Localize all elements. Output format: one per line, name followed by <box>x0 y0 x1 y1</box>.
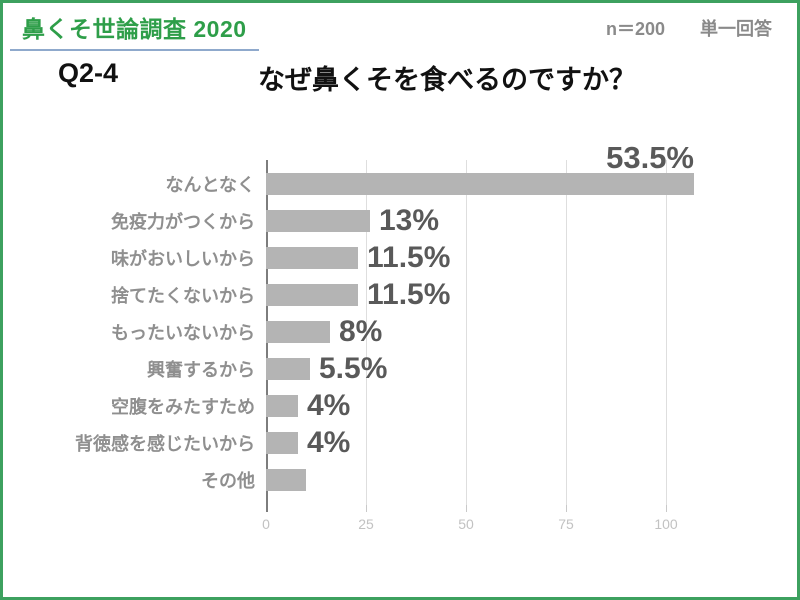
question-text: なぜ鼻くそを食べるのですか？ <box>258 65 636 95</box>
chart-row: もったいないから 8% <box>0 313 800 350</box>
sample-size-label: n＝200 <box>605 19 665 39</box>
bar <box>266 283 358 306</box>
chart-row: その他 <box>0 461 800 498</box>
tick-mark <box>266 505 268 512</box>
question-number: Q2-4 <box>58 58 119 88</box>
question-block: Q2-4 なぜ鼻くそを食べるのですか？ <box>0 58 800 98</box>
answer-type-label: 単一回答 <box>700 19 772 39</box>
bar <box>266 320 330 343</box>
survey-meta: n＝200 単一回答 <box>606 15 772 41</box>
tick-mark <box>366 505 367 512</box>
category-label: 免疫力がつくから <box>111 211 255 232</box>
tick-label: 50 <box>458 516 474 532</box>
value-label: 4% <box>307 425 351 459</box>
chart-row: なんとなく 53.5% <box>0 142 800 202</box>
bar-track: 13% <box>266 202 800 239</box>
category-label: なんとなく <box>165 174 255 195</box>
value-label: 11.5% <box>367 240 451 274</box>
chart-row: 捨てたくないから 11.5% <box>0 276 800 313</box>
category-label: もったいないから <box>111 322 255 343</box>
gridline <box>566 160 567 505</box>
gridline <box>366 160 367 505</box>
bar <box>266 431 298 454</box>
value-label: 53.5% <box>606 140 694 175</box>
chart-row: 背徳感を感じたいから 4% <box>0 424 800 461</box>
bar-track <box>266 461 800 498</box>
category-label: 味がおいしいから <box>111 248 255 269</box>
value-label: 8% <box>339 314 383 348</box>
value-label: 5.5% <box>319 351 388 385</box>
category-label: 空腹をみたすため <box>111 396 255 417</box>
tick-mark <box>666 505 667 512</box>
bar <box>266 468 306 491</box>
chart-row: 空腹をみたすため 4% <box>0 387 800 424</box>
tick-label: 75 <box>558 516 574 532</box>
bar <box>266 209 370 232</box>
bar-track: 4% <box>266 424 800 461</box>
category-label: その他 <box>201 470 255 491</box>
tick-mark <box>566 505 567 512</box>
value-label: 13% <box>379 203 440 237</box>
category-label: 捨てたくないから <box>111 285 255 306</box>
tick-mark <box>466 505 467 512</box>
bar <box>266 246 358 269</box>
bar-track: 5.5% <box>266 350 800 387</box>
chart-row: 興奮するから 5.5% <box>0 350 800 387</box>
bar <box>266 357 310 380</box>
bar-track: 53.5% <box>266 142 800 202</box>
page-title: 鼻くそ世論調査 2020 <box>10 10 259 51</box>
bar <box>266 172 694 195</box>
gridline <box>666 160 667 505</box>
category-label: 興奮するから <box>147 359 255 380</box>
chart-row: 免疫力がつくから 13% <box>0 202 800 239</box>
chart-rows: なんとなく 53.5% 免疫力がつくから 13% 味がおいしいから 11.5% 捨てたくない… <box>0 142 800 498</box>
category-label: 背徳感を感じたいから <box>75 433 255 454</box>
bar-track: 11.5% <box>266 276 800 313</box>
value-label: 11.5% <box>367 277 451 311</box>
bar-track: 8% <box>266 313 800 350</box>
chart-row: 味がおいしいから 11.5% <box>0 239 800 276</box>
value-label: 4% <box>307 388 351 422</box>
tick-label: 25 <box>358 516 374 532</box>
gridline <box>466 160 467 505</box>
tick-label: 0 <box>262 516 270 532</box>
bar-track: 4% <box>266 387 800 424</box>
tick-label: 100 <box>654 516 678 532</box>
bar-chart: 0 25 50 75 100 なんとなく 53.5% 免疫力がつくから 13% 味がおいしいから… <box>0 142 800 545</box>
bar <box>266 394 298 417</box>
bar-track: 11.5% <box>266 239 800 276</box>
